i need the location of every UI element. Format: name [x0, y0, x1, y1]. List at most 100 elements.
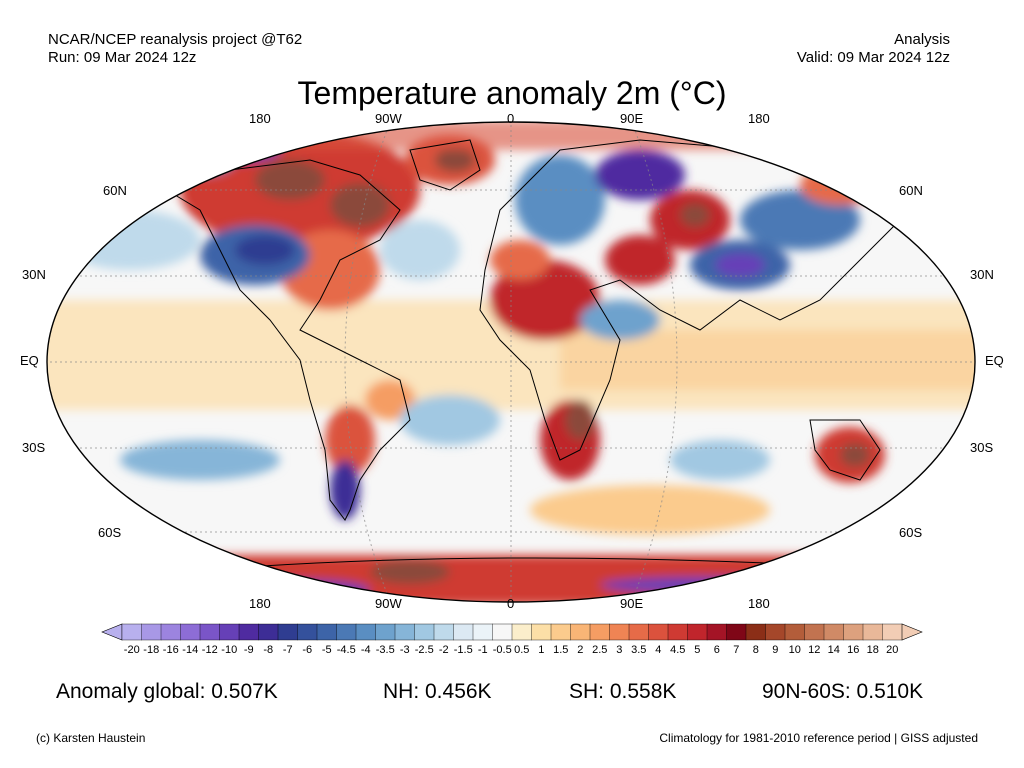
colorbar-tick-label: 0.5	[514, 644, 529, 656]
colorbar-swatch	[375, 623, 396, 641]
colorbar-swatch	[726, 623, 747, 641]
colorbar-swatch	[277, 623, 298, 641]
colorbar-max-arrow	[901, 623, 923, 641]
colorbar-swatch	[784, 623, 805, 641]
anomaly-map	[46, 121, 976, 603]
lat-label-right-60s: 60S	[899, 525, 923, 540]
colorbar: -20 -18 -16 -14 -12 -10 -9 -8 -7 -6 -5 -4.5 -4 -3.5 -3…	[101, 623, 923, 656]
colorbar-tick-label: 2	[577, 644, 583, 656]
lat-label-right-30s: 30S	[970, 440, 994, 455]
lat-label-left-30s: 30S	[22, 440, 46, 455]
colorbar-tick-label: 14	[828, 644, 840, 656]
lon-label-bottom-1: 180	[249, 596, 271, 611]
colorbar-tick-label: 1	[538, 644, 544, 656]
run-text: Run: 09 Mar 2024 12z	[48, 49, 197, 66]
colorbar-tick-label: -2	[439, 644, 449, 656]
colorbar-swatch	[804, 623, 825, 641]
colorbar-tick-label: 4	[655, 644, 661, 656]
colorbar-swatch	[570, 623, 591, 641]
colorbar-tick-label: 8	[753, 644, 759, 656]
lat-label-left-60n: 60N	[103, 183, 127, 198]
colorbar-swatch	[219, 623, 240, 641]
colorbar-tick-label: -4.5	[337, 644, 356, 656]
colorbar-swatch	[336, 623, 357, 641]
colorbar-tick-label: 9	[772, 644, 778, 656]
colorbar-tick-label: -5	[322, 644, 332, 656]
colorbar-tick-label: -3	[400, 644, 410, 656]
colorbar-swatch	[453, 623, 474, 641]
colorbar-tick-label: 2.5	[592, 644, 607, 656]
colorbar-swatch	[882, 623, 903, 641]
lon-label-top-2: 90W	[375, 111, 402, 126]
colorbar-tick-label: -2.5	[415, 644, 434, 656]
colorbar-tick-label: 3	[616, 644, 622, 656]
colorbar-min-arrow	[101, 623, 123, 641]
colorbar-swatch	[862, 623, 883, 641]
colorbar-swatch	[316, 623, 337, 641]
lon-label-bottom-5: 180	[748, 596, 770, 611]
lat-label-left-60s: 60S	[98, 525, 122, 540]
colorbar-swatch	[511, 623, 532, 641]
colorbar-swatch	[355, 623, 376, 641]
lon-label-bottom-2: 90W	[375, 596, 402, 611]
graticule	[47, 122, 975, 602]
colorbar-tick-label: -3.5	[376, 644, 395, 656]
colorbar-tick-label: 16	[847, 644, 859, 656]
colorbar-tick-label: -7	[283, 644, 293, 656]
colorbar-tick-label: -0.5	[493, 644, 512, 656]
source-text: NCAR/NCEP reanalysis project @T62	[48, 31, 303, 48]
colorbar-tick-label: -18	[143, 644, 159, 656]
valid-time-text: Valid: 09 Mar 2024 12z	[796, 49, 950, 66]
colorbar-swatch	[531, 623, 552, 641]
colorbar-tick-label: -6	[302, 644, 312, 656]
colorbar-swatch	[609, 623, 630, 641]
colorbar-tick-label: 7	[733, 644, 739, 656]
colorbar-tick-label: -1.5	[454, 644, 473, 656]
colorbar-tick-label: 1.5	[553, 644, 568, 656]
colorbar-swatch	[394, 623, 415, 641]
colorbar-tick-label: 5	[694, 644, 700, 656]
colorbar-swatch	[180, 623, 201, 641]
lat-label-left-eq: EQ	[20, 353, 39, 368]
stat-nh-anomaly: NH: 0.456K	[383, 680, 492, 703]
lon-label-top-3: 0	[507, 111, 515, 126]
colorbar-swatch	[687, 623, 708, 641]
header-right: Analysis Valid: 09 Mar 2024 12z	[797, 31, 950, 67]
colorbar-tick-label: -9	[244, 644, 254, 656]
colorbar-tick-label: -12	[202, 644, 218, 656]
colorbar-tick-label: 3.5	[631, 644, 646, 656]
colorbar-swatch	[589, 623, 610, 641]
colorbar-tick-label: 10	[789, 644, 801, 656]
stat-arctic-anomaly: 90N-60S: 0.510K	[762, 680, 924, 703]
colorbar-swatch	[199, 623, 220, 641]
colorbar-tick-label: 6	[714, 644, 720, 656]
colorbar-swatch	[550, 623, 571, 641]
colorbar-swatch	[258, 623, 279, 641]
lon-label-top-1: 180	[249, 111, 271, 126]
colorbar-swatch	[667, 623, 688, 641]
colorbar-tick-label: -1	[478, 644, 488, 656]
footer-note: Climatology for 1981-2010 reference peri…	[659, 731, 978, 745]
colorbar-swatch	[823, 623, 844, 641]
lat-label-right-eq: EQ	[985, 353, 1004, 368]
colorbar-swatch	[745, 623, 766, 641]
colorbar-tick-label: -10	[221, 644, 237, 656]
analysis-type-text: Analysis	[894, 31, 950, 48]
colorbar-tick-label: 4.5	[670, 644, 685, 656]
colorbar-swatch	[414, 623, 435, 641]
colorbar-tick-label: 18	[867, 644, 879, 656]
lat-label-right-60n: 60N	[899, 183, 923, 198]
colorbar-tick-label: -8	[263, 644, 273, 656]
colorbar-tick-label: -4	[361, 644, 371, 656]
lon-label-bottom-4: 90E	[620, 596, 644, 611]
header-left: NCAR/NCEP reanalysis project @T62 Run: 0…	[48, 31, 302, 67]
globe-outline	[46, 121, 976, 603]
colorbar-tick-label: 12	[808, 644, 820, 656]
colorbar-tick-label: -16	[163, 644, 179, 656]
lon-label-top-5: 180	[748, 111, 770, 126]
colorbar-swatch	[160, 623, 181, 641]
colorbar-swatch	[297, 623, 318, 641]
lat-label-right-30n: 30N	[970, 267, 994, 282]
footer-credit: (c) Karsten Haustein	[36, 731, 146, 745]
stat-global-anomaly: Anomaly global: 0.507K	[56, 680, 278, 703]
